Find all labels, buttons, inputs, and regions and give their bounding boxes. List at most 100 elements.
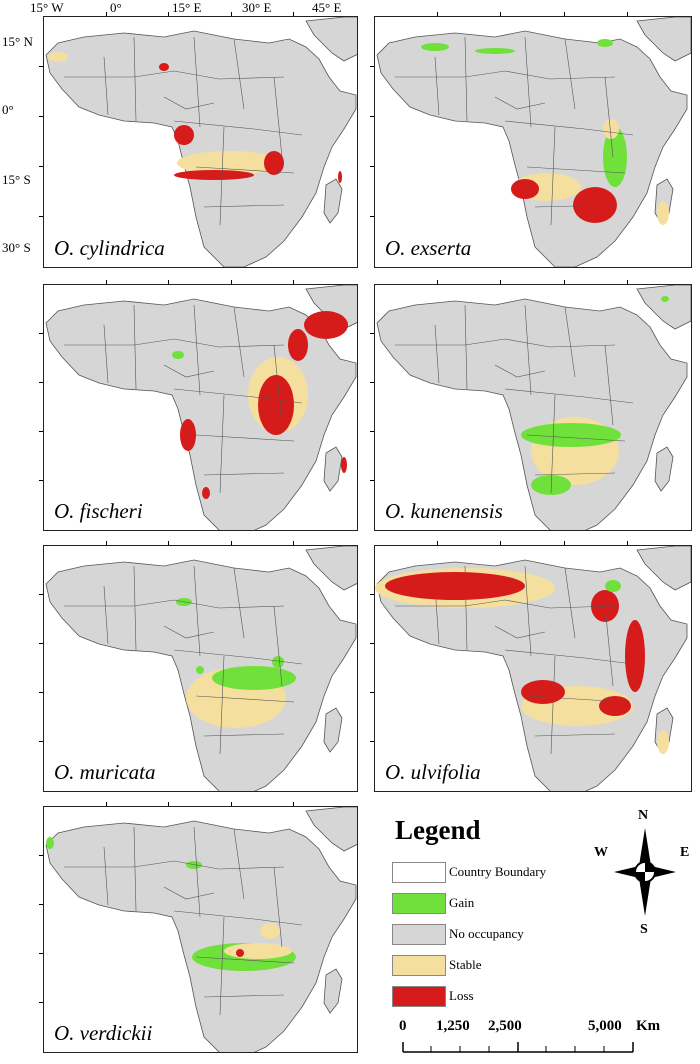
map-panel-fischeri: O. fischeri	[43, 284, 358, 531]
axis-tick	[39, 431, 43, 432]
map-exserta	[376, 17, 691, 267]
map-muricata	[45, 546, 357, 791]
axis-tick	[500, 12, 502, 16]
map-panel-verdickii: O. verdickii	[43, 806, 358, 1053]
longitude-label-15e: 15° E	[172, 0, 202, 15]
axis-tick	[370, 643, 374, 644]
axis-tick	[230, 280, 232, 284]
axis-tick	[370, 594, 374, 595]
legend-label-stable: Stable	[449, 957, 482, 972]
axis-tick	[563, 541, 565, 545]
species-label: O. muricata	[54, 760, 156, 784]
axis-tick	[370, 741, 374, 742]
longitude-label-15w: 15° W	[30, 0, 64, 15]
map-kunenensis	[376, 285, 691, 530]
axis-tick	[39, 166, 43, 167]
latitude-label-0: 0°	[2, 102, 14, 117]
axis-tick	[293, 802, 295, 806]
axis-tick	[370, 116, 374, 117]
map-verdickii	[45, 807, 357, 1052]
legend-label-country-boundary: Country Boundary	[449, 864, 547, 879]
legend-swatch-stable	[392, 955, 446, 976]
species-label: O. ulvifolia	[385, 760, 481, 784]
axis-tick	[39, 382, 43, 383]
map-panel-cylindrica: O. cylindrica	[43, 16, 358, 268]
axis-tick	[626, 12, 628, 16]
map-panel-kunenensis: O. kunenensis	[374, 284, 692, 531]
axis-tick	[500, 280, 502, 284]
axis-tick	[370, 216, 374, 217]
scale-unit: Km	[636, 1018, 661, 1034]
axis-tick	[437, 541, 439, 545]
axis-tick	[39, 953, 43, 954]
legend-label-no-occupancy: No occupancy	[449, 926, 524, 941]
compass-north-label: N	[638, 808, 649, 823]
species-label: O. kunenensis	[385, 499, 503, 523]
axis-tick	[168, 280, 170, 284]
compass-west-label: W	[594, 845, 608, 860]
compass-east-label: E	[680, 845, 690, 860]
species-label: O. verdickii	[54, 1021, 153, 1045]
axis-tick	[105, 802, 107, 806]
legend-title: Legend	[395, 815, 481, 845]
axis-tick	[39, 216, 43, 217]
map-ulvifolia	[375, 546, 691, 791]
axis-tick	[370, 382, 374, 383]
compass-rose-icon	[614, 828, 676, 916]
latitude-label-15n: 15° N	[2, 34, 33, 49]
legend-swatch-loss	[392, 986, 446, 1007]
axis-tick	[370, 66, 374, 67]
axis-tick	[563, 12, 565, 16]
axis-tick	[39, 594, 43, 595]
axis-tick	[293, 280, 295, 284]
axis-tick	[230, 541, 232, 545]
legend-label-gain: Gain	[449, 895, 475, 910]
map-fischeri	[45, 285, 357, 530]
axis-tick	[370, 166, 374, 167]
species-label: O. fischeri	[54, 499, 143, 523]
compass-south-label: S	[640, 922, 648, 937]
map-cylindrica	[45, 17, 357, 267]
axis-tick	[39, 643, 43, 644]
axis-tick	[230, 802, 232, 806]
axis-tick	[39, 741, 43, 742]
longitude-label-45e: 45° E	[312, 0, 342, 15]
axis-tick	[39, 692, 43, 693]
axis-tick	[168, 802, 170, 806]
axis-tick	[39, 116, 43, 117]
axis-tick	[39, 66, 43, 67]
species-label: O. cylindrica	[54, 236, 165, 260]
axis-tick	[626, 541, 628, 545]
axis-tick	[105, 541, 107, 545]
scale-label-0: 0	[399, 1018, 407, 1034]
axis-tick	[370, 692, 374, 693]
legend-label-loss: Loss	[449, 988, 474, 1003]
axis-tick	[370, 431, 374, 432]
axis-tick	[168, 541, 170, 545]
legend-swatch-country-boundary	[392, 862, 446, 883]
axis-tick	[105, 12, 107, 16]
axis-tick	[437, 280, 439, 284]
axis-tick	[437, 12, 439, 16]
scale-label-2500: 2,500	[488, 1018, 522, 1034]
map-panel-exserta: O. exserta	[374, 16, 692, 268]
latitude-label-30s: 30° S	[2, 240, 31, 255]
scale-label-1250: 1,250	[436, 1018, 470, 1034]
scale-bar	[402, 1042, 634, 1053]
axis-tick	[168, 12, 170, 16]
longitude-label-0: 0°	[110, 0, 122, 15]
scale-label-5000: 5,000	[588, 1018, 622, 1034]
axis-tick	[105, 280, 107, 284]
axis-tick	[293, 541, 295, 545]
legend-swatch-no-occupancy	[392, 924, 446, 945]
axis-tick	[563, 280, 565, 284]
latitude-label-15s: 15° S	[2, 172, 31, 187]
axis-tick	[500, 541, 502, 545]
map-panel-ulvifolia: O. ulvifolia	[374, 545, 692, 792]
axis-tick	[626, 280, 628, 284]
axis-tick	[370, 333, 374, 334]
longitude-label-30e: 30° E	[242, 0, 272, 15]
axis-tick	[230, 12, 232, 16]
axis-tick	[370, 480, 374, 481]
legend-swatch-gain	[392, 893, 446, 914]
